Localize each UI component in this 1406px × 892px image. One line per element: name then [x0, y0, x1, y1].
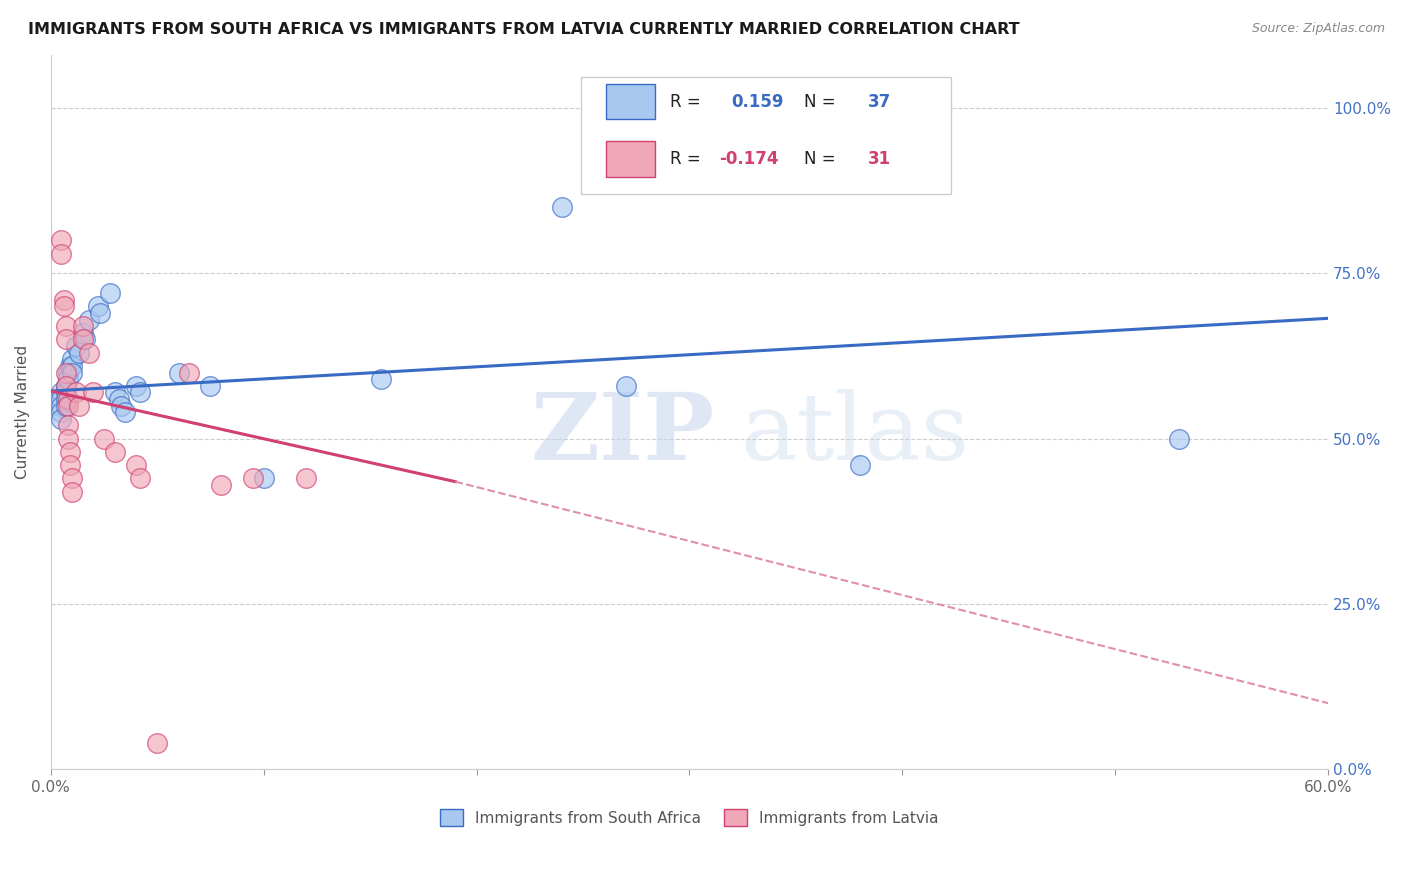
Point — [51, 405, 73, 419]
Point — [56, 399, 79, 413]
FancyBboxPatch shape — [606, 141, 655, 177]
Point — [56, 432, 79, 446]
Point — [56, 418, 79, 433]
Point — [82, 385, 104, 400]
Point — [67, 345, 90, 359]
Point — [65, 339, 87, 353]
Point — [59, 359, 82, 373]
FancyBboxPatch shape — [581, 77, 952, 194]
Point — [55, 392, 77, 406]
Text: N =: N = — [804, 150, 841, 168]
Point — [51, 233, 73, 247]
Point — [60, 484, 83, 499]
Point — [55, 366, 77, 380]
Point — [100, 286, 122, 301]
Point — [60, 352, 83, 367]
Point — [86, 300, 108, 314]
Text: Source: ZipAtlas.com: Source: ZipAtlas.com — [1251, 22, 1385, 36]
Text: 31: 31 — [869, 150, 891, 168]
Point — [849, 458, 872, 472]
Text: ZIP: ZIP — [531, 389, 716, 479]
Point — [59, 458, 82, 472]
Point — [52, 293, 75, 307]
Point — [55, 378, 77, 392]
Text: 0.159: 0.159 — [731, 93, 785, 111]
Point — [51, 246, 73, 260]
Point — [614, 378, 637, 392]
Point — [108, 392, 131, 406]
Point — [551, 200, 574, 214]
Point — [55, 399, 77, 413]
Point — [125, 458, 148, 472]
Point — [125, 378, 148, 392]
Point — [167, 366, 190, 380]
Point — [56, 366, 79, 380]
Y-axis label: Currently Married: Currently Married — [15, 345, 30, 479]
Text: -0.174: -0.174 — [718, 150, 779, 168]
Point — [51, 399, 73, 413]
Point — [104, 385, 127, 400]
Legend: Immigrants from South Africa, Immigrants from Latvia: Immigrants from South Africa, Immigrants… — [440, 809, 939, 826]
Point — [370, 372, 392, 386]
Point — [72, 333, 94, 347]
Point — [77, 312, 100, 326]
Point — [65, 385, 87, 400]
Point — [209, 478, 232, 492]
Text: atlas: atlas — [741, 389, 970, 479]
Point — [129, 471, 152, 485]
Point — [59, 445, 82, 459]
Point — [253, 471, 276, 485]
Point — [51, 392, 73, 406]
Point — [60, 471, 83, 485]
Point — [295, 471, 318, 485]
Point — [51, 385, 73, 400]
Point — [114, 405, 136, 419]
Text: R =: R = — [671, 150, 706, 168]
Point — [77, 345, 100, 359]
Point — [179, 366, 201, 380]
FancyBboxPatch shape — [606, 84, 655, 120]
Text: 37: 37 — [869, 93, 891, 111]
Point — [51, 412, 73, 426]
Point — [72, 326, 94, 340]
Point — [55, 378, 77, 392]
Point — [55, 385, 77, 400]
Point — [93, 432, 115, 446]
Point — [73, 333, 96, 347]
Text: R =: R = — [671, 93, 706, 111]
Point — [55, 333, 77, 347]
Point — [110, 399, 132, 413]
Point — [60, 359, 83, 373]
Point — [56, 392, 79, 406]
Point — [146, 736, 169, 750]
Point — [60, 366, 83, 380]
Point — [1168, 432, 1191, 446]
Point — [52, 300, 75, 314]
Point — [55, 319, 77, 334]
Point — [129, 385, 152, 400]
Point — [72, 319, 94, 334]
Point — [104, 445, 127, 459]
Text: N =: N = — [804, 93, 841, 111]
Text: IMMIGRANTS FROM SOUTH AFRICA VS IMMIGRANTS FROM LATVIA CURRENTLY MARRIED CORRELA: IMMIGRANTS FROM SOUTH AFRICA VS IMMIGRAN… — [28, 22, 1019, 37]
Point — [56, 372, 79, 386]
Point — [89, 306, 111, 320]
Point — [242, 471, 264, 485]
Point — [67, 399, 90, 413]
Point — [200, 378, 222, 392]
